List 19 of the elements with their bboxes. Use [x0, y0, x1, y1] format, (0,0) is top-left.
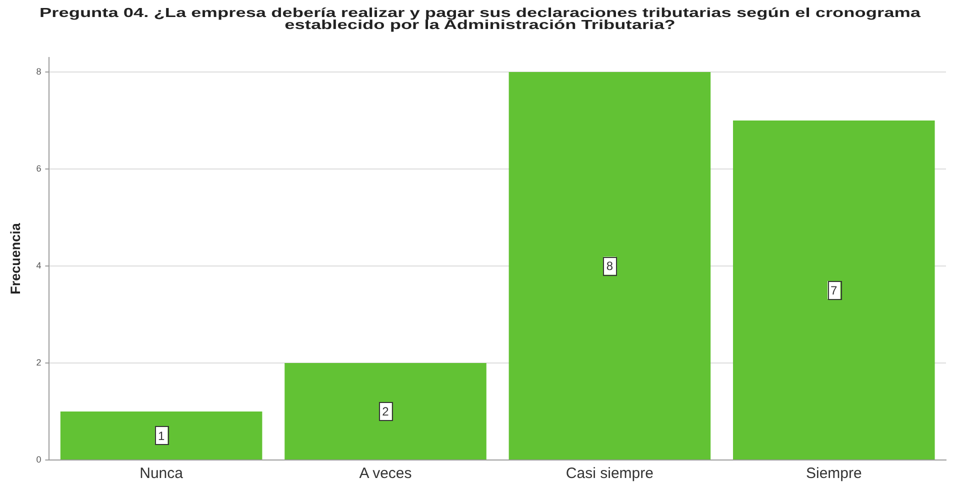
x-tick-label: Siempre — [806, 465, 862, 482]
data-label: 8 — [606, 259, 614, 274]
data-label: 1 — [158, 428, 165, 443]
bar — [508, 72, 711, 460]
x-tick-label: Casi siempre — [566, 465, 654, 482]
y-tick-label: 6 — [36, 163, 42, 174]
x-tick-label: A veces — [359, 465, 412, 482]
y-axis-title: Frecuencia — [8, 222, 23, 294]
bar — [60, 411, 262, 460]
y-tick-label: 8 — [36, 66, 42, 76]
bar — [284, 362, 486, 460]
y-tick-label: 2 — [36, 357, 42, 368]
bar — [733, 120, 935, 460]
y-tick-label: 4 — [36, 260, 42, 270]
y-tick-label: 0 — [36, 454, 42, 464]
chart-title: Pregunta 04. ¿La empresa debería realizar y pagar sus declaraciones tributarias según el cronograma establecido por la Administración Tributaria? — [38, 5, 922, 32]
data-label: 7 — [830, 283, 838, 298]
data-label: 2 — [382, 404, 390, 419]
x-tick-label: Nunca — [140, 465, 184, 482]
